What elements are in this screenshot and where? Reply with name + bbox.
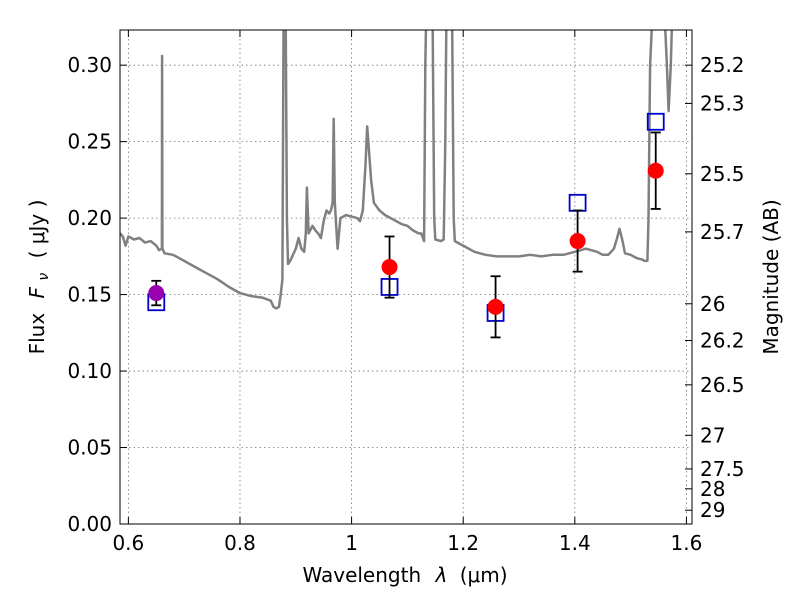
grid [120,30,692,525]
x-tick-label: 1 [345,531,358,555]
markers-layer [147,112,665,339]
magnitude-tick-label: 25.5 [700,162,745,186]
y-tick-label: 0.00 [67,512,112,536]
magnitude-tick-label: 29 [700,498,725,522]
ticks: 0.6 0.8 1 1.2 1.4 1.6 0.00 0.05 0.10 0.15 0.20 0.25… [67,30,745,555]
model-band-square [568,193,587,212]
magnitude-tick-label: 25.7 [700,220,745,244]
y-tick-label: 0.05 [67,436,112,460]
x-tick-label: 1.4 [559,531,591,555]
magnitude-tick-label: 25.3 [700,91,745,115]
plot-frame [119,29,693,525]
model-spectrum-line [120,30,674,310]
optical-flux-point [148,285,165,302]
magnitude-tick-label: 26.2 [700,328,745,352]
y-tick-label: 0.15 [67,283,112,307]
observed-flux-point [381,259,398,276]
y-axis-label-subscript: ν [36,273,52,281]
y-axis-label-text: Flux [25,313,49,355]
magnitude-tick-label: 28 [700,477,725,501]
model-spectrum-layer [120,30,674,310]
y-tick-label: 0.25 [67,130,112,154]
y-axis-label-unit: ( μJy ) [25,200,49,259]
x-tick-label: 0.6 [112,531,144,555]
observed-flux-point [647,162,664,179]
x-axis-label-text: Wavelength [302,563,421,587]
model-band-square [646,112,665,131]
observed-flux-point [487,298,504,315]
y-axis-label: Flux F ν ( μJy ) [25,200,53,355]
x-axis-label-unit: (μm) [460,563,508,587]
x-tick-label: 1.2 [447,531,479,555]
y-tick-label: 0.30 [67,53,112,77]
y-tick-label: 0.20 [67,206,112,230]
x-axis-label: Wavelength λ (μm) [302,563,507,587]
y-tick-label: 0.10 [67,359,112,383]
magnitude-tick-label: 25.2 [700,53,745,77]
magnitude-tick-label: 27.5 [700,457,745,481]
magnitude-tick-label: 27 [700,423,725,447]
x-tick-label: 1.6 [671,531,703,555]
magnitude-tick-label: 26 [700,292,725,316]
magnitude-tick-label: 26.5 [700,373,745,397]
x-tick-label: 0.8 [224,531,256,555]
y-axis-label-symbol: F [25,286,49,298]
observed-flux-point [569,233,586,250]
right-axis-label: Magnitude (AB) [759,199,783,354]
x-axis-label-symbol: λ [435,563,448,587]
